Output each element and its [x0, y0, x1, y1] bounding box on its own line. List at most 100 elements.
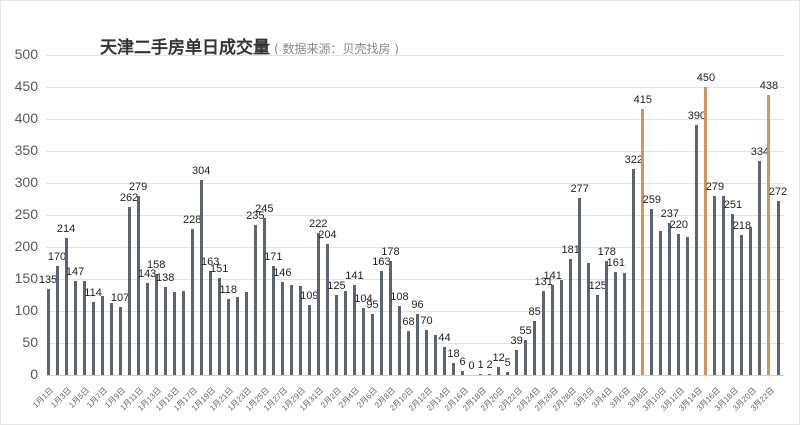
data-label: 322: [624, 153, 643, 166]
x-axis: [46, 375, 784, 376]
bar: [172, 291, 176, 375]
bar: [605, 261, 609, 375]
bar: [64, 238, 68, 375]
bar: [722, 195, 726, 375]
bar: [461, 371, 465, 375]
bar: [316, 232, 320, 375]
chart-title: 天津二手房单日成交量: [100, 38, 270, 58]
data-label: 85: [528, 305, 541, 318]
y-tick-label: 150: [14, 270, 38, 286]
bar: [145, 283, 149, 375]
data-label: 146: [273, 266, 292, 279]
data-label: 147: [65, 265, 85, 278]
data-label: 135: [38, 273, 58, 286]
bar: [767, 94, 771, 375]
bar: [560, 280, 564, 375]
bar: [425, 330, 429, 375]
gridline: [46, 87, 784, 88]
bar: [199, 180, 203, 375]
gridline: [46, 279, 784, 280]
gridline: [46, 183, 784, 184]
data-label: 107: [110, 291, 130, 304]
y-tick-label: 350: [14, 142, 38, 158]
bar: [524, 339, 528, 375]
data-label: 138: [155, 271, 175, 284]
data-label: 259: [642, 194, 661, 207]
data-label: 125: [327, 280, 346, 292]
data-label: 450: [696, 72, 716, 84]
data-label: 415: [633, 94, 652, 107]
data-label: 214: [56, 223, 76, 236]
bar: [434, 334, 438, 375]
data-label: 390: [687, 110, 707, 123]
chart-subtitle: ( 数据来源：贝壳找房 ): [274, 42, 399, 56]
bar: [686, 236, 690, 375]
data-label: 95: [366, 299, 379, 312]
data-label: 279: [128, 181, 148, 194]
data-label: 143: [137, 268, 157, 281]
y-tick-label: 100: [14, 302, 38, 318]
data-label: 235: [246, 209, 265, 222]
bar: [352, 284, 356, 375]
bar: [55, 266, 59, 375]
bar: [569, 259, 573, 375]
data-label: 163: [372, 255, 391, 268]
bar: [587, 263, 591, 375]
data-label: 1: [477, 359, 484, 371]
data-label: 39: [510, 335, 523, 348]
bar: [614, 271, 618, 375]
bar: [776, 200, 780, 375]
bar: [235, 296, 239, 375]
bar: [208, 270, 212, 375]
bar: [515, 350, 519, 375]
bar: [506, 371, 510, 375]
data-label: 438: [759, 79, 779, 92]
data-label: 251: [723, 199, 743, 212]
data-label: 304: [192, 165, 211, 178]
bar: [488, 373, 492, 375]
y-tick-label: 50: [22, 334, 38, 350]
bar: [253, 224, 257, 375]
bar: [578, 197, 582, 375]
data-label: 141: [345, 269, 364, 282]
data-label: 272: [768, 185, 788, 198]
data-label: 151: [210, 263, 229, 276]
bar: [533, 320, 537, 375]
bar: [379, 270, 383, 375]
data-label: 218: [732, 220, 752, 233]
bar: [623, 273, 627, 375]
data-label: 18: [447, 348, 460, 361]
data-label: 178: [597, 246, 616, 259]
bar: [659, 231, 663, 375]
bar: [343, 290, 347, 375]
data-label: 279: [705, 181, 725, 194]
bar: [298, 286, 302, 375]
bar: [226, 299, 230, 375]
bar: [452, 363, 456, 375]
data-label: 262: [119, 192, 139, 205]
bar: [632, 168, 636, 375]
bar: [46, 288, 50, 375]
bar: [334, 295, 338, 375]
gridline: [46, 311, 784, 312]
bar: [443, 346, 447, 375]
data-label: 245: [255, 203, 274, 216]
bar: [190, 229, 194, 375]
y-tick-label: 250: [14, 206, 38, 222]
data-label: 131: [534, 276, 553, 289]
gridline: [46, 215, 784, 216]
gridline: [46, 119, 784, 120]
bar: [217, 278, 221, 375]
bar: [551, 284, 555, 375]
bar: [280, 281, 284, 375]
bar: [668, 223, 672, 375]
bar: [244, 292, 248, 375]
data-label: 237: [660, 208, 680, 221]
data-label: 181: [561, 244, 580, 257]
y-tick-label: 300: [14, 174, 38, 190]
y-tick-label: 450: [14, 78, 38, 94]
bar: [596, 295, 600, 375]
data-label: 334: [750, 146, 770, 159]
y-tick-label: 400: [14, 110, 38, 126]
bar: [325, 244, 329, 375]
